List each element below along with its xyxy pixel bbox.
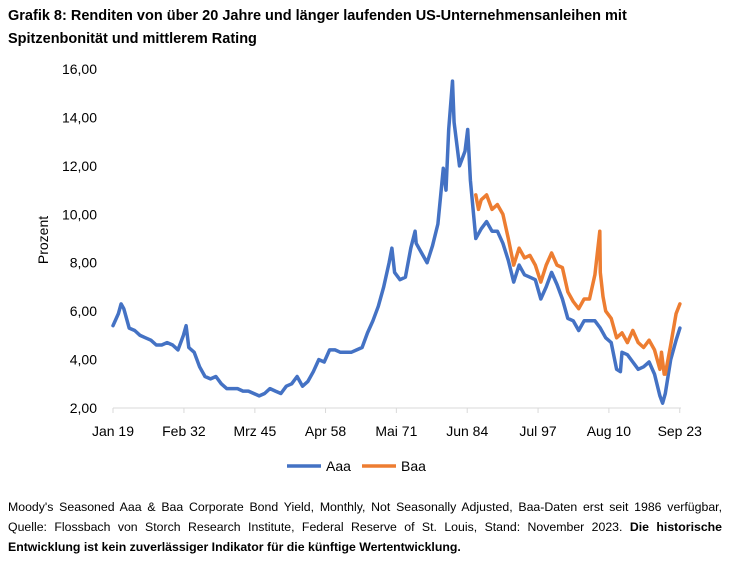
x-tick-label: Jul 97 xyxy=(519,423,557,439)
series-layer xyxy=(111,79,682,405)
x-tick-label: Mrz 45 xyxy=(233,423,276,439)
line-chart: 2,00 4,00 6,00 8,00 10,00 12,00 14,00 16,00 Jan… xyxy=(35,61,703,474)
x-tick-label: Jan 19 xyxy=(92,423,134,439)
x-tick-label: Mai 71 xyxy=(375,423,417,439)
legend-item-aaa: Aaa xyxy=(287,458,351,474)
footnote: Moody's Seasoned Aaa & Baa Corporate Bon… xyxy=(8,497,722,557)
y-tick-label: 8,00 xyxy=(70,255,97,271)
x-tick-label: Jun 84 xyxy=(446,423,488,439)
y-tick-label: 12,00 xyxy=(62,158,97,174)
x-tick-label: Feb 32 xyxy=(162,423,206,439)
y-tick-label: 4,00 xyxy=(70,352,97,368)
legend-label: Aaa xyxy=(326,458,351,474)
x-tick-label: Apr 58 xyxy=(305,423,346,439)
y-tick-label: 6,00 xyxy=(70,303,97,319)
y-tick-label: 10,00 xyxy=(62,206,97,222)
y-tick-label: 16,00 xyxy=(62,61,97,77)
footnote-disclaimer: Die historische Entwicklung ist kein zuv… xyxy=(8,520,723,554)
x-tick-label: Aug 10 xyxy=(587,423,632,439)
legend-item-baa: Baa xyxy=(362,458,426,474)
series-aaa-line xyxy=(111,79,682,405)
y-tick-label: 2,00 xyxy=(70,400,97,416)
x-axis: Jan 19 Feb 32 Mrz 45 Apr 58 Mai 71 Jun 84 Jul … xyxy=(92,407,703,439)
y-axis: 2,00 4,00 6,00 8,00 10,00 12,00 14,00 16,00 xyxy=(62,61,97,416)
series-baa-line xyxy=(474,193,682,376)
y-tick-label: 14,00 xyxy=(62,109,97,125)
x-tick-label: Sep 23 xyxy=(658,423,703,439)
legend: Aaa Baa xyxy=(287,458,426,474)
chart-title: Grafik 8: Renditen von über 20 Jahre und… xyxy=(8,8,627,47)
y-axis-label: Prozent xyxy=(35,216,51,264)
legend-label: Baa xyxy=(401,458,426,474)
footnote-text: Moody's Seasoned Aaa & Baa Corporate Bon… xyxy=(8,500,722,534)
